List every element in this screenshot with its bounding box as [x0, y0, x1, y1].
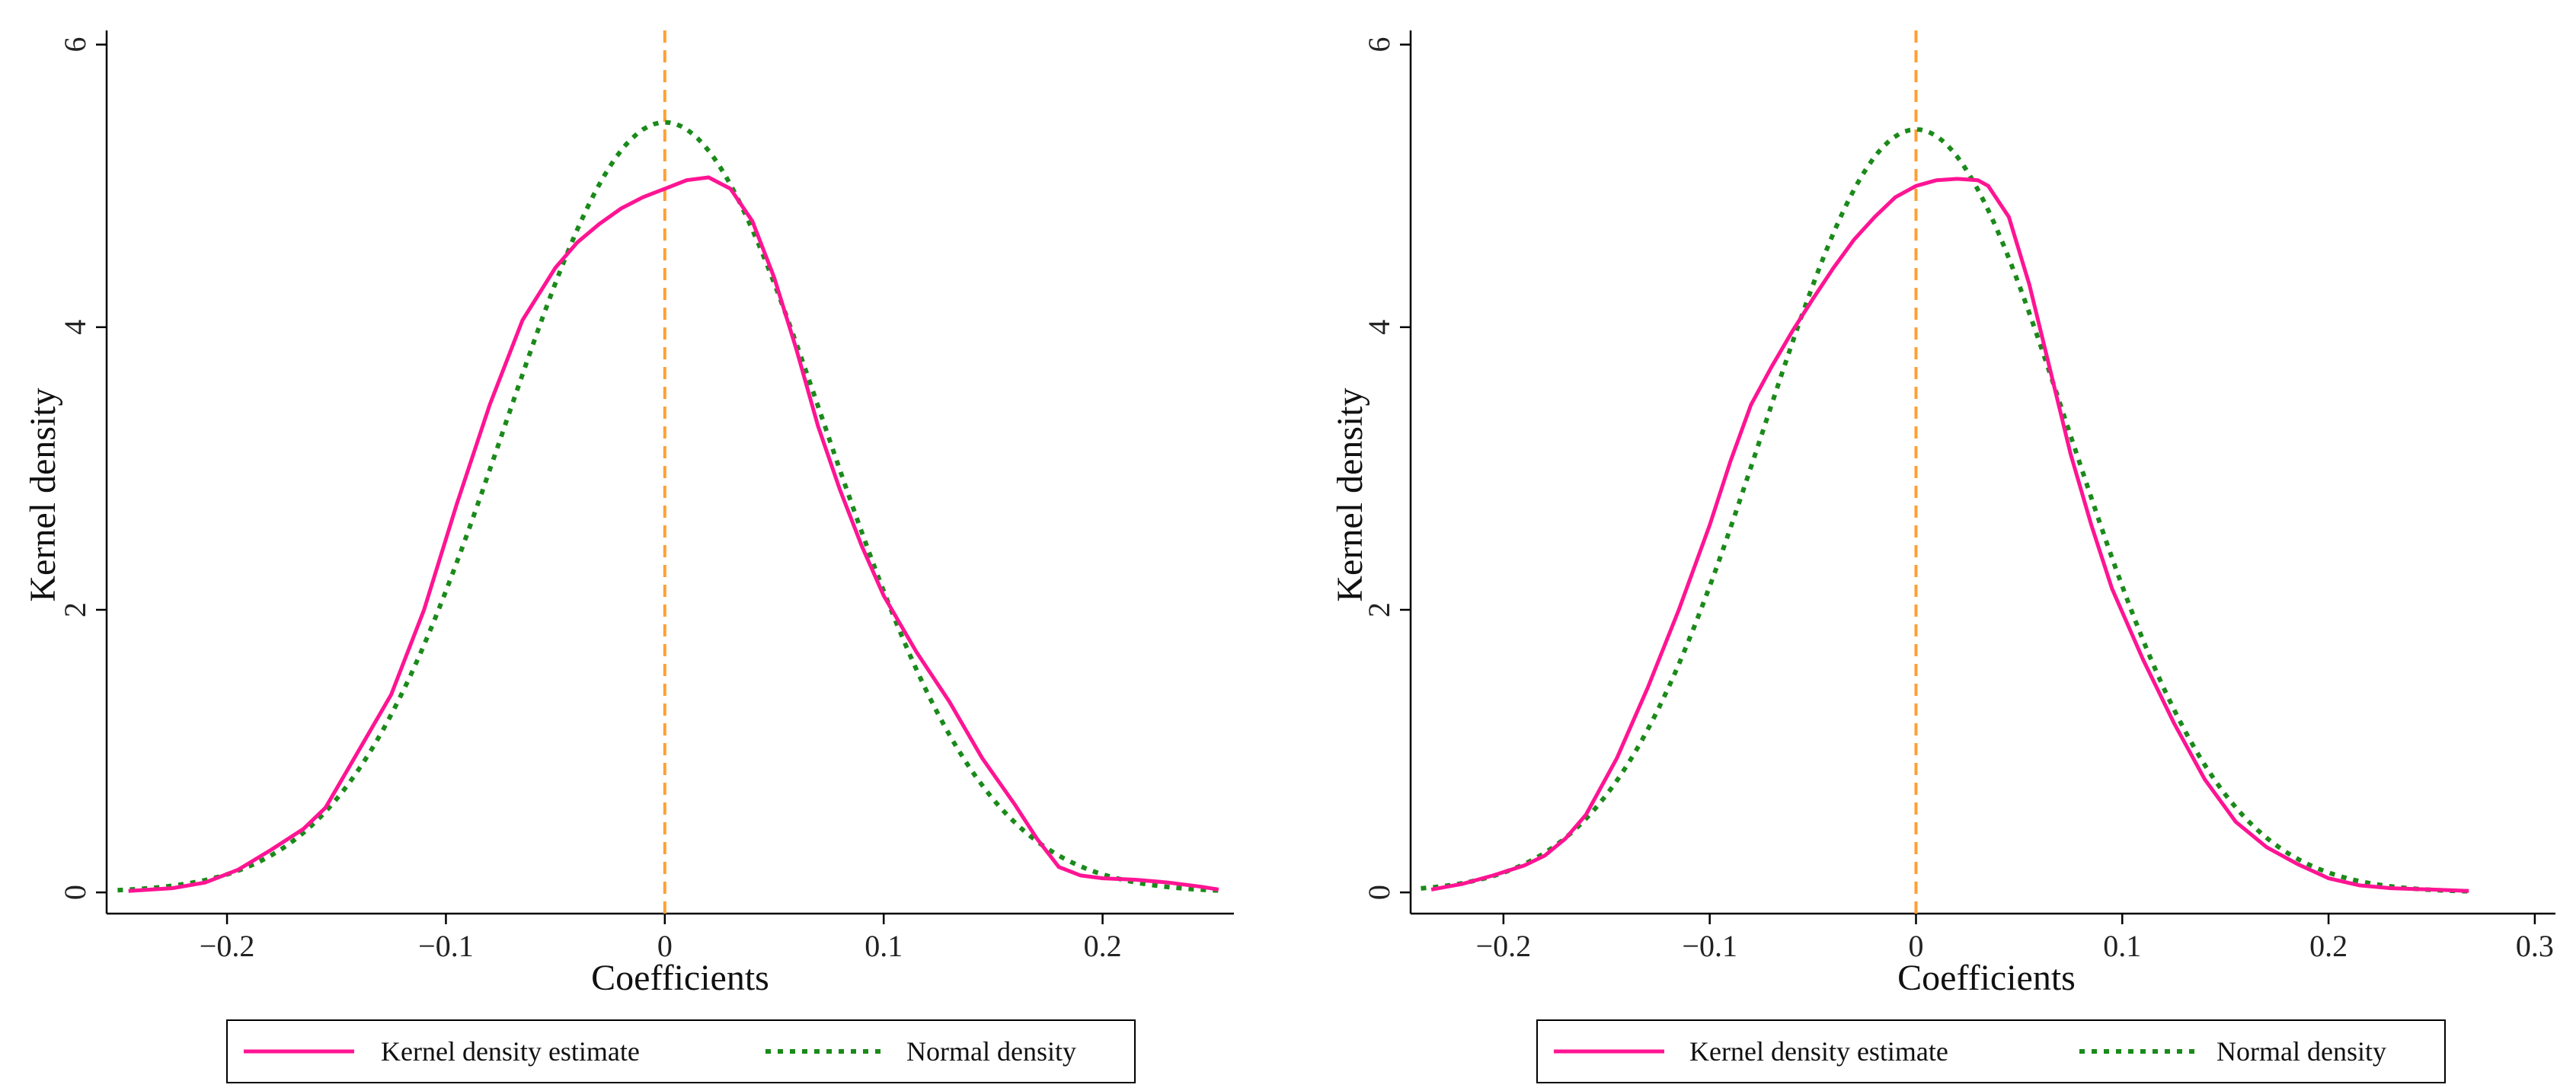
left-normal-density-line [117, 120, 1223, 893]
right-x-tick-label: 0.3 [2516, 929, 2554, 963]
left-panel: 0 2 4 6 −0.2 −0.1 0 0.1 0.2 Coefficients Kernel… [23, 30, 1234, 1083]
right-normal-density-line [1421, 126, 2473, 894]
left-y-axis-title: Kernel density [23, 388, 63, 601]
left-x-tick-label: −0.2 [200, 929, 255, 963]
left-y-tick-label: 6 [58, 37, 92, 53]
right-x-tick-label: −0.2 [1476, 929, 1532, 963]
right-kernel-density-line [1430, 177, 2469, 893]
left-kernel-density-line [128, 175, 1219, 893]
right-y-tick-label: 0 [1362, 885, 1396, 900]
left-legend-box [226, 1019, 1136, 1083]
right-x-ticks: −0.2 −0.1 0 0.1 0.2 0.3 [1476, 914, 2554, 963]
right-x-tick-label: 0.1 [2103, 929, 2141, 963]
right-legend-normal-label: Normal density [2216, 1036, 2386, 1067]
right-legend: Kernel density estimate Normal density [1536, 1019, 2446, 1083]
right-panel: 0 2 4 6 −0.2 −0.1 0 0.1 0.2 0.3 Coefficients Ker… [1330, 30, 2555, 1083]
left-x-tick-label: 0.2 [1084, 929, 1122, 963]
left-y-tick-label: 2 [58, 602, 92, 617]
left-y-ticks: 0 2 4 6 [58, 37, 107, 900]
left-y-tick-label: 4 [58, 320, 92, 335]
right-legend-box [1536, 1019, 2446, 1083]
right-legend-kernel-label: Kernel density estimate [1689, 1036, 1948, 1067]
right-y-tick-label: 4 [1362, 320, 1396, 335]
left-x-ticks: −0.2 −0.1 0 0.1 0.2 [200, 914, 1122, 963]
right-y-ticks: 0 2 4 6 [1362, 37, 1411, 900]
right-y-axis-title: Kernel density [1330, 388, 1370, 601]
right-x-tick-label: 0.2 [2309, 929, 2347, 963]
left-x-tick-label: 0.1 [865, 929, 903, 963]
right-x-axis-title: Coefficients [1897, 958, 2076, 998]
left-legend-kernel-label: Kernel density estimate [381, 1036, 640, 1067]
right-x-tick-label: 0 [1908, 929, 1923, 963]
left-y-tick-label: 0 [58, 885, 92, 900]
left-legend-normal-label: Normal density [906, 1036, 1076, 1067]
left-legend: Kernel density estimate Normal density [226, 1019, 1136, 1083]
left-x-tick-label: −0.1 [418, 929, 474, 963]
right-x-tick-label: −0.1 [1682, 929, 1737, 963]
left-x-axis-title: Coefficients [591, 958, 769, 998]
right-y-tick-label: 2 [1362, 602, 1396, 617]
right-y-tick-label: 6 [1362, 37, 1396, 53]
left-x-tick-label: 0 [657, 929, 673, 963]
